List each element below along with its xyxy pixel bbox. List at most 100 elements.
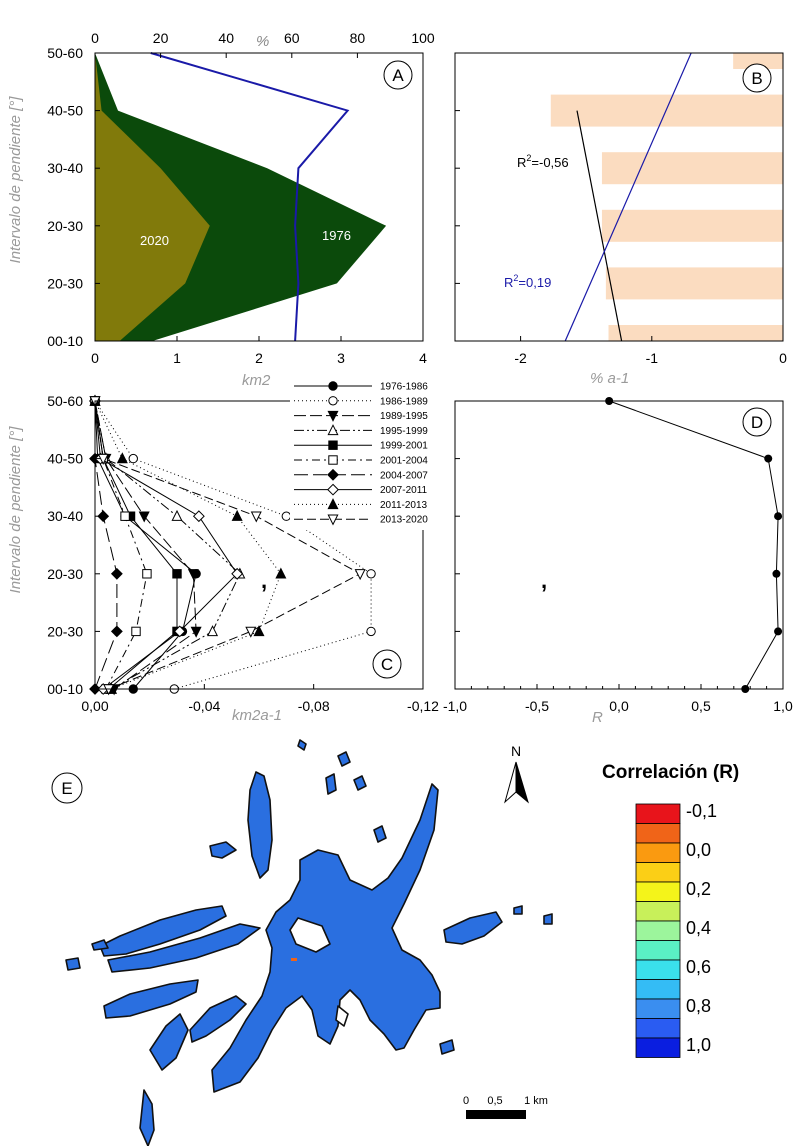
panel-b-annot-blue-r: R [504,275,513,290]
marker-1986-1989 [366,626,376,637]
marker-2007-2011 [231,567,244,580]
correlation-colour-legend: -0,1 0,0 0,2 0,4 0,6 0,8 1,0 [635,801,717,1058]
panel-b-bars [550,53,783,341]
panel-b-annot-blue-sup: 2 [513,273,518,283]
glacier-fragment-4 [325,773,337,795]
trend-line-1 [564,52,692,342]
marker-2013-2020 [354,569,366,581]
marker-1986-1989 [128,453,138,464]
panel-c-legend: 1976-1986 1986-1989 1989-1995 1995-1999 1999… [290,378,428,530]
legend-value-0,2: 0,2 [686,879,711,899]
marker-1995-1999 [207,625,219,637]
panel-a-letter: A [392,66,404,85]
marker-2001-2004 [120,511,130,521]
bar-3 [601,152,783,185]
bar-2 [601,209,783,242]
panel-b-annot-blue-value: =0,19 [518,275,551,290]
panel-d-x-tick-label: -0,5 [525,698,549,714]
glacier-fragment-9 [543,913,553,925]
panel-d-x-tick-label: 1,0 [773,698,793,714]
panel-a-x-tick-label: 2 [255,350,263,366]
legend-swatch-2 [635,842,681,863]
legend-marker-2013-2020 [327,514,339,526]
glacier-fragment-2 [297,739,307,751]
line-series-1999-2001 [94,400,178,690]
glacier-tongue-south [139,1089,155,1146]
bar-5 [733,53,783,69]
panel-c-y-label: Intervalo de pendiente [°] [7,426,24,594]
panel-d-x-tick-label: 0,0 [609,698,629,714]
glacier-central-hole [289,917,331,953]
panel-a-top-tick-label: 40 [218,30,234,46]
legend-marker-2004-2007 [327,468,339,481]
panel-a-top-tick-label: 20 [153,30,169,46]
legend-label-1986-1989: 1986-1989 [380,396,428,407]
glacier-tongue-west-2 [107,923,261,973]
panel-c-y-tick-label: 20-30 [47,623,83,639]
panel-a-x-tick-label: 3 [337,350,345,366]
panel-b: -2 -1 0 R2=-0,56 R2=0,19 % a-1 B [454,52,787,387]
legend-label-2001-2004: 2001-2004 [380,456,428,467]
panel-b-trend-lines [564,52,692,342]
legend-label-2004-2007: 2004-2007 [380,470,428,481]
legend-marker-1976-1986 [328,381,338,391]
legend-value-1,0: 1,0 [686,1035,711,1055]
legend-label-1999-2001: 1999-2001 [380,441,428,452]
line-series-2001-2004 [94,400,148,690]
panel-b-x-tick-label: -1 [646,350,659,366]
north-arrow-icon: N [504,743,529,804]
panel-c-x-tick-label: -0,12 [407,698,439,714]
panel-c-y-tick-label: 40-50 [47,451,83,467]
glacier-fragment-8 [513,905,523,915]
panel-b-x-tick-label: -2 [514,350,527,366]
glacier-tongue-north [247,771,273,879]
scale-label-1km: 1 km [524,1095,548,1107]
panel-c-letter-circle [372,649,402,679]
legend-label-2011-2013: 2011-2013 [380,500,428,511]
glacier-low-correlation-pixel [291,958,297,961]
panel-b-x-label: % a-1 [590,370,629,387]
panel-a-x-label: km2 [242,372,271,389]
line-series-2004-2007 [94,401,118,690]
panel-d-frame [454,400,784,690]
point-r [774,627,783,636]
marker-2011-2013 [275,567,287,579]
panel-c-y-tick-label: 50-60 [47,393,83,409]
legend-value-0,6: 0,6 [686,957,711,977]
panel-c-y-tick-label: 20-30 [47,566,83,582]
glacier-fragment-1 [337,751,351,767]
panel-a-top-tick-label: 100 [411,30,435,46]
legend-label-1995-1999: 1995-1999 [380,426,428,437]
panel-a-y-tick-label: 50-60 [47,45,83,61]
panel-a-y-tick-label: 20-30 [47,218,83,234]
panel-a-x-tick-label: 4 [419,350,427,366]
legend-swatch-7 [635,940,681,961]
marker-2011-2013 [253,625,265,637]
point-r [774,512,783,521]
panel-e-letter-circle [51,772,83,804]
marker-2001-2004 [142,569,152,579]
marker-2004-2007 [110,567,123,580]
legend-swatch-11 [635,1018,681,1039]
panel-d-x-label: R [592,709,603,726]
glacier-fragment-3 [353,775,367,791]
area-series-2020 [95,53,210,341]
panel-d-letter-circle [742,407,772,437]
marker-2001-2004 [131,626,141,637]
panel-d-x-tick-label: 0,5 [691,698,711,714]
line-series-2007-2011 [94,400,238,690]
panel-e-map: E N [51,739,739,1146]
line-series-1995-1999 [94,400,241,690]
glacier-fragment-5 [209,841,237,859]
glacier-fragment-10 [439,1039,455,1055]
trend-line-0 [576,110,623,342]
panel-a-y-tick-label: 20-30 [47,275,83,291]
legend-swatch-4 [635,881,681,902]
line-series-1989-1995 [94,400,197,690]
marker-2004-2007 [97,510,110,523]
panel-a-y-tick-label: 30-40 [47,160,83,176]
north-arrow-left-half [504,761,517,804]
bar-0 [608,325,783,341]
marker-2007-2011 [192,510,205,523]
glacier-fragment-11 [373,825,387,843]
